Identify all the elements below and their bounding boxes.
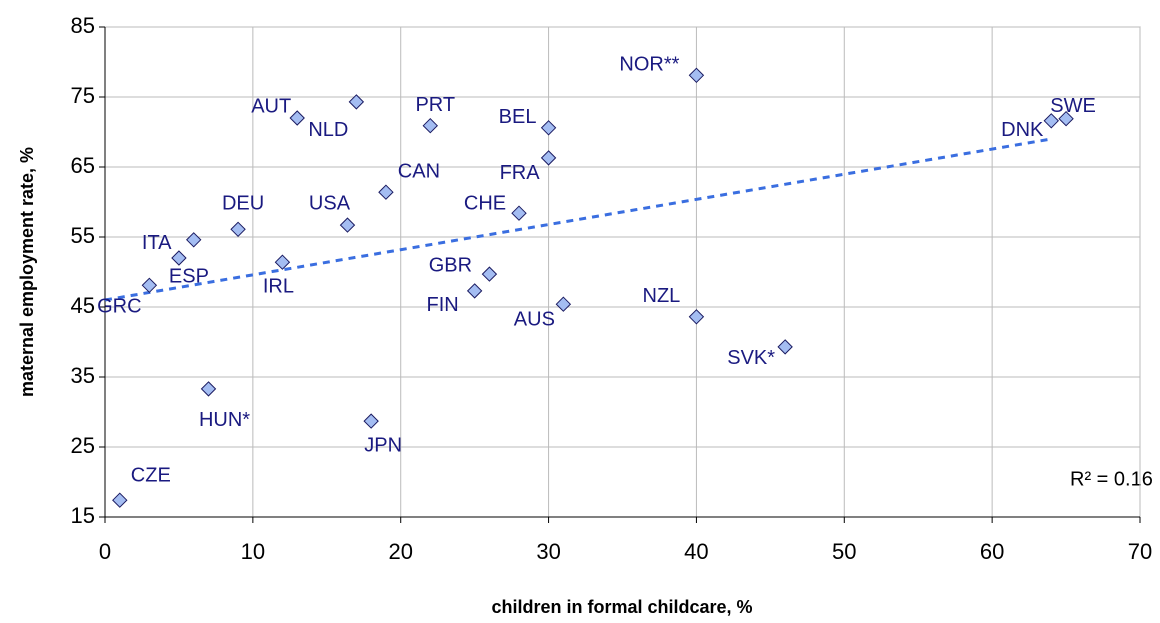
- point-label: ITA: [142, 232, 172, 254]
- point-label: PRT: [415, 94, 455, 116]
- trendline: [104, 137, 1052, 302]
- point-label: HUN*: [199, 409, 250, 431]
- data-point: [348, 94, 365, 110]
- y-tick-label: 45: [71, 293, 95, 318]
- y-tick-label: 25: [71, 433, 95, 458]
- data-point: [555, 296, 572, 312]
- point-label: FIN: [427, 294, 459, 316]
- data-point: [200, 381, 217, 397]
- data-point: [466, 283, 483, 299]
- x-tick-label: 60: [980, 539, 1004, 564]
- point-label: AUT: [251, 95, 291, 117]
- point-label: GRC: [97, 296, 141, 318]
- data-point: [339, 217, 356, 233]
- data-point: [186, 232, 202, 248]
- data-point: [141, 277, 158, 294]
- point-label: CHE: [464, 192, 506, 214]
- point-label: DEU: [222, 193, 264, 215]
- point-label: GBR: [429, 254, 472, 276]
- data-point: [481, 266, 498, 282]
- point-label: JPN: [364, 434, 402, 456]
- data-point: [289, 110, 305, 126]
- x-tick-label: 20: [388, 539, 412, 564]
- y-axis-title: maternal employment rate, %: [17, 147, 37, 397]
- point-label: IRL: [263, 275, 294, 297]
- point-label: AUS: [514, 308, 555, 330]
- y-tick-label: 65: [71, 153, 95, 178]
- data-point: [230, 221, 246, 238]
- data-point: [171, 250, 187, 266]
- data-point: [422, 117, 438, 134]
- y-tick-label: 15: [71, 503, 95, 528]
- point-label: NLD: [308, 119, 348, 141]
- point-label: ESP: [169, 265, 209, 287]
- x-tick-label: 0: [99, 539, 111, 564]
- data-point: [1043, 113, 1059, 129]
- point-label: FRA: [500, 162, 541, 184]
- x-tick-label: 50: [832, 539, 856, 564]
- point-label: CAN: [398, 160, 440, 182]
- y-tick-label: 75: [71, 83, 95, 108]
- data-point: [363, 413, 379, 429]
- point-label: SVK*: [727, 347, 775, 369]
- data-point: [540, 150, 557, 166]
- y-tick-label: 35: [71, 363, 95, 388]
- point-label: NOR**: [619, 54, 679, 76]
- data-point: [540, 120, 557, 136]
- point-label: CZE: [131, 464, 171, 486]
- data-point: [777, 339, 793, 355]
- data-point: [511, 205, 527, 221]
- point-label: BEL: [499, 106, 537, 128]
- data-point: [1058, 110, 1074, 127]
- data-point: [688, 67, 705, 84]
- x-tick-label: 40: [684, 539, 708, 564]
- r-squared: R² = 0.16: [1070, 468, 1153, 490]
- data-point: [112, 492, 128, 508]
- data-point: [378, 184, 394, 200]
- y-tick-label: 85: [71, 13, 95, 38]
- y-tick-label: 55: [71, 223, 95, 248]
- x-tick-label: 10: [241, 539, 265, 564]
- point-label: DNK: [1001, 119, 1044, 141]
- point-label: NZL: [643, 285, 681, 307]
- data-point: [274, 254, 291, 270]
- x-axis-title: children in formal childcare, %: [491, 597, 752, 617]
- x-tick-label: 70: [1128, 539, 1152, 564]
- x-tick-label: 30: [536, 539, 560, 564]
- point-label: USA: [309, 192, 351, 214]
- data-point: [688, 309, 705, 325]
- point-label: SWE: [1050, 95, 1096, 117]
